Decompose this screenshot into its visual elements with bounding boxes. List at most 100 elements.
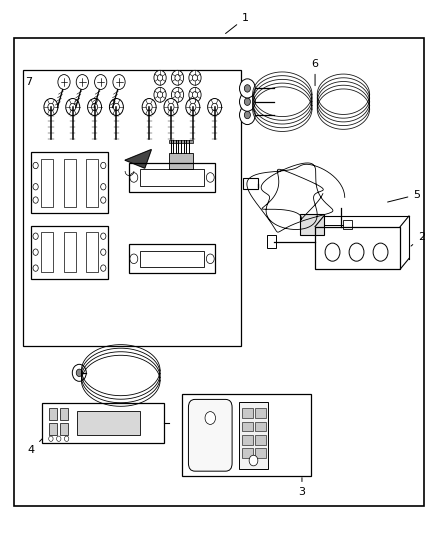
Bar (130, 163, 215, 192)
Bar (182, 394, 311, 477)
Bar (255, 422, 266, 431)
Circle shape (164, 99, 178, 116)
Circle shape (206, 254, 214, 264)
Circle shape (240, 79, 255, 98)
Text: 3: 3 (298, 478, 305, 497)
Circle shape (249, 455, 258, 466)
Circle shape (101, 233, 106, 239)
Circle shape (113, 103, 120, 111)
Bar (49, 408, 57, 420)
Circle shape (58, 75, 70, 90)
Circle shape (240, 106, 255, 125)
Circle shape (205, 411, 215, 424)
Circle shape (101, 265, 106, 271)
Circle shape (175, 92, 180, 98)
Bar (343, 220, 352, 229)
Bar (242, 435, 253, 445)
Circle shape (208, 99, 222, 116)
Polygon shape (125, 150, 151, 168)
Bar (169, 154, 193, 169)
Bar (130, 244, 215, 273)
Circle shape (192, 92, 198, 98)
Bar (242, 448, 253, 458)
Bar (41, 159, 53, 207)
Circle shape (154, 70, 166, 85)
Bar (243, 177, 258, 189)
Bar (31, 225, 108, 279)
Circle shape (33, 265, 38, 271)
Bar (31, 152, 108, 213)
Circle shape (76, 75, 88, 90)
Circle shape (49, 436, 53, 441)
Bar (141, 251, 204, 267)
Bar (22, 70, 241, 346)
Bar (64, 232, 76, 272)
Circle shape (206, 173, 214, 182)
Circle shape (113, 75, 125, 90)
Circle shape (70, 103, 76, 111)
Bar (41, 232, 53, 272)
Text: 6: 6 (311, 59, 318, 86)
Text: 2: 2 (411, 232, 425, 246)
Bar (60, 423, 68, 435)
Circle shape (95, 75, 107, 90)
Bar (60, 408, 68, 420)
Circle shape (33, 249, 38, 255)
Circle shape (171, 70, 184, 85)
Circle shape (101, 249, 106, 255)
Circle shape (168, 103, 174, 111)
Bar (255, 435, 266, 445)
Bar (64, 159, 76, 207)
Circle shape (48, 103, 54, 111)
Circle shape (244, 98, 251, 106)
Circle shape (349, 243, 364, 261)
Circle shape (110, 99, 124, 116)
Bar (86, 232, 99, 272)
Text: 5: 5 (388, 190, 420, 202)
Bar (49, 423, 57, 435)
Bar (169, 140, 193, 143)
Bar (300, 214, 324, 235)
Circle shape (101, 183, 106, 190)
Circle shape (142, 99, 156, 116)
Bar (242, 408, 253, 418)
Circle shape (171, 87, 184, 102)
Circle shape (190, 103, 196, 111)
Circle shape (72, 365, 86, 381)
Circle shape (189, 70, 201, 85)
Circle shape (66, 99, 80, 116)
Bar (239, 402, 268, 469)
Circle shape (154, 87, 166, 102)
Circle shape (244, 111, 251, 119)
Text: 1: 1 (226, 13, 249, 34)
Circle shape (192, 75, 198, 81)
Circle shape (244, 85, 251, 92)
Bar (242, 422, 253, 431)
Bar (267, 235, 276, 248)
Bar (315, 227, 400, 269)
Bar (141, 169, 204, 185)
Circle shape (33, 163, 38, 168)
Circle shape (157, 75, 162, 81)
Circle shape (57, 436, 61, 441)
Circle shape (92, 103, 98, 111)
Circle shape (130, 254, 138, 264)
Bar (14, 38, 424, 506)
Bar (42, 403, 164, 443)
Circle shape (88, 99, 102, 116)
Circle shape (212, 103, 218, 111)
Circle shape (157, 92, 162, 98)
Text: 4: 4 (28, 439, 42, 455)
Circle shape (64, 436, 69, 441)
Circle shape (101, 197, 106, 203)
Circle shape (240, 92, 255, 111)
Circle shape (101, 163, 106, 168)
Bar (77, 411, 141, 435)
Circle shape (186, 99, 200, 116)
FancyBboxPatch shape (188, 399, 232, 471)
Circle shape (33, 197, 38, 203)
Circle shape (33, 183, 38, 190)
Circle shape (33, 233, 38, 239)
Circle shape (189, 87, 201, 102)
Circle shape (76, 369, 82, 376)
